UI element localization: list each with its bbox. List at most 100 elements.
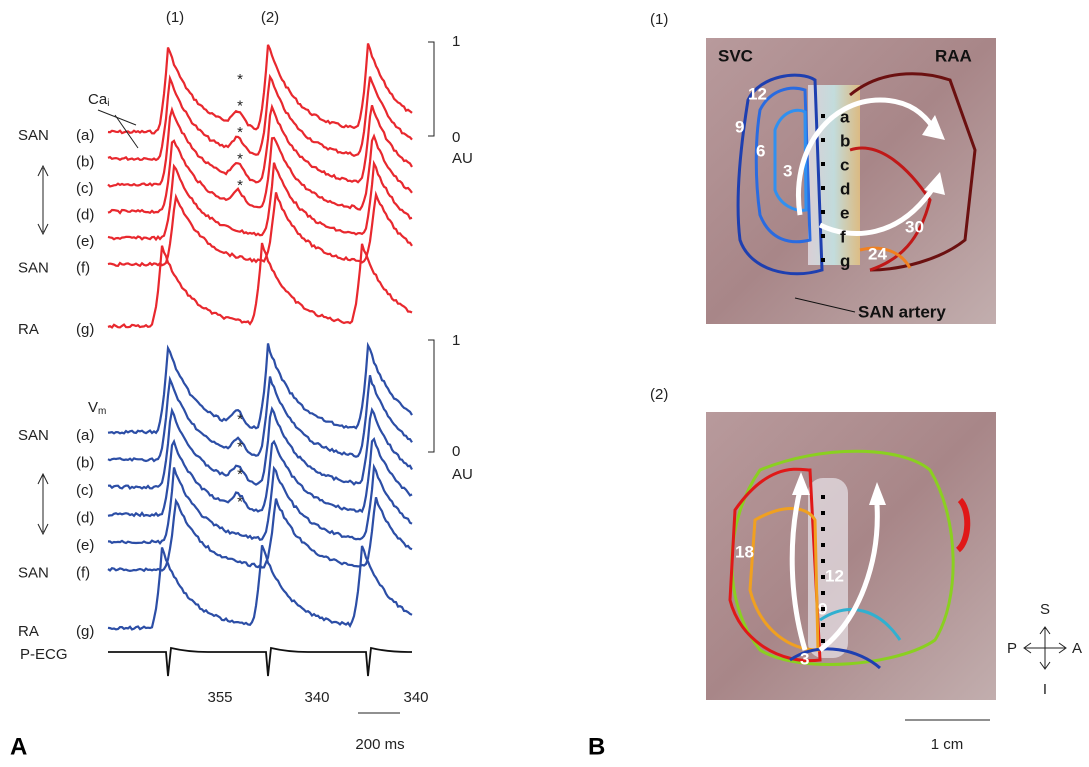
ecg [108, 646, 412, 677]
site-dot [821, 623, 825, 627]
signal-label: Vm [88, 399, 106, 417]
panel-label: A [10, 733, 27, 760]
lead-label: (d) [76, 206, 94, 223]
panel-label: B [588, 733, 605, 760]
orientation: S [1040, 601, 1050, 618]
site-label: g [840, 251, 850, 270]
site-label: a [840, 107, 850, 126]
lead-label: (c) [76, 180, 94, 197]
beat-label: (2) [261, 9, 279, 26]
asterisk: * [237, 177, 243, 194]
asterisk: * [237, 150, 243, 167]
trace [107, 341, 413, 435]
lead-label: (g) [76, 623, 94, 640]
ecg-label: P-ECG [20, 646, 68, 663]
lead-label: (f) [76, 564, 90, 581]
site-label: e [840, 203, 849, 222]
arrow [794, 297, 856, 313]
trace [107, 43, 413, 135]
scale-unit: AU [452, 150, 473, 167]
site-label: SAN [18, 427, 49, 444]
signal-label: Cai [88, 91, 109, 109]
lead-label: (b) [76, 153, 94, 170]
anatomy-label: SVC [718, 46, 753, 65]
trace [107, 133, 413, 215]
site-dot [821, 511, 825, 515]
asterisk: * [237, 438, 243, 455]
scale-top: 1 [452, 332, 460, 349]
site-label: d [840, 179, 850, 198]
map [706, 412, 996, 700]
isochrone-label: 12 [748, 84, 767, 103]
isochrone-label: 12 [825, 566, 844, 585]
anatomy-label: SAN artery [858, 302, 946, 321]
trace [107, 544, 413, 631]
time-scale: 200 ms [355, 736, 404, 753]
lead-label: (a) [76, 427, 94, 444]
trace [107, 405, 413, 490]
site-dot [821, 114, 825, 118]
lead-label: (d) [76, 509, 94, 526]
scale-top: 1 [452, 33, 460, 50]
lead-label: (e) [76, 233, 94, 250]
site-dot [821, 543, 825, 547]
trace [107, 436, 413, 518]
scale-bottom: 0 [452, 443, 460, 460]
interval: 340 [304, 689, 329, 706]
asterisk: * [237, 493, 243, 510]
trace [107, 159, 413, 242]
site-dot [821, 559, 825, 563]
arrow [114, 114, 139, 149]
orientation: A [1072, 640, 1082, 657]
site-dot [821, 186, 825, 190]
lead-label: (g) [76, 321, 94, 338]
site-label: SAN [18, 127, 49, 144]
scale-unit: AU [452, 466, 473, 483]
site-dot [821, 591, 825, 595]
site-dot [821, 575, 825, 579]
isochrone-label: 30 [905, 217, 924, 236]
site-label: c [840, 155, 849, 174]
site-dot [821, 495, 825, 499]
isochrone-label: 24 [868, 244, 887, 263]
beat-label: (1) [166, 9, 184, 26]
site-dot [821, 138, 825, 142]
lead-label: (c) [76, 482, 94, 499]
site-label: f [840, 227, 846, 246]
site-dot [821, 234, 825, 238]
asterisk: * [237, 71, 243, 88]
interval: 355 [207, 689, 232, 706]
lead-label: (e) [76, 537, 94, 554]
site-label: b [840, 131, 850, 150]
site-dot [821, 639, 825, 643]
orientation: P [1007, 640, 1017, 657]
anatomy-label: RAA [935, 46, 972, 65]
trace [107, 374, 413, 463]
lead-label: (f) [76, 259, 90, 276]
trace [107, 463, 413, 546]
site-label: RA [18, 623, 39, 640]
lead-label: (a) [76, 127, 94, 144]
map-label: (1) [650, 11, 668, 28]
asterisk: * [237, 97, 243, 114]
scale-bottom: 0 [452, 129, 460, 146]
site-dot [821, 210, 825, 214]
isochrone-label: 9 [735, 117, 744, 136]
orientation: I [1043, 681, 1047, 698]
site-label: SAN [18, 259, 49, 276]
lead-label: (b) [76, 454, 94, 471]
trace [107, 242, 413, 329]
scale-label: 1 cm [931, 736, 964, 753]
interval: 340 [403, 689, 428, 706]
traces [107, 43, 413, 677]
asterisk: * [237, 124, 243, 141]
asterisk: * [237, 466, 243, 483]
site-dot [821, 607, 825, 611]
isochrone-label: 6 [756, 141, 765, 160]
site-dot [821, 527, 825, 531]
site-label: RA [18, 321, 39, 338]
map [706, 38, 996, 324]
trace [107, 103, 413, 188]
map-label: (2) [650, 386, 668, 403]
trace [107, 73, 413, 162]
